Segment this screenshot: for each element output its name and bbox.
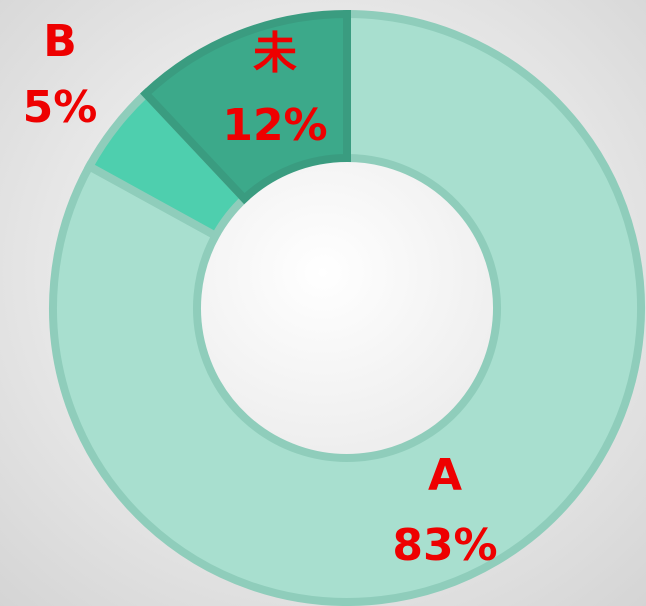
category-label: 未 (253, 28, 297, 79)
category-label: B (43, 16, 77, 67)
donut-segment (49, 9, 645, 606)
category-label: A (428, 450, 462, 501)
donut-segment (140, 9, 351, 205)
value-label: 12% (222, 100, 327, 151)
value-label: 5% (23, 82, 98, 133)
value-label: 83% (392, 520, 497, 571)
